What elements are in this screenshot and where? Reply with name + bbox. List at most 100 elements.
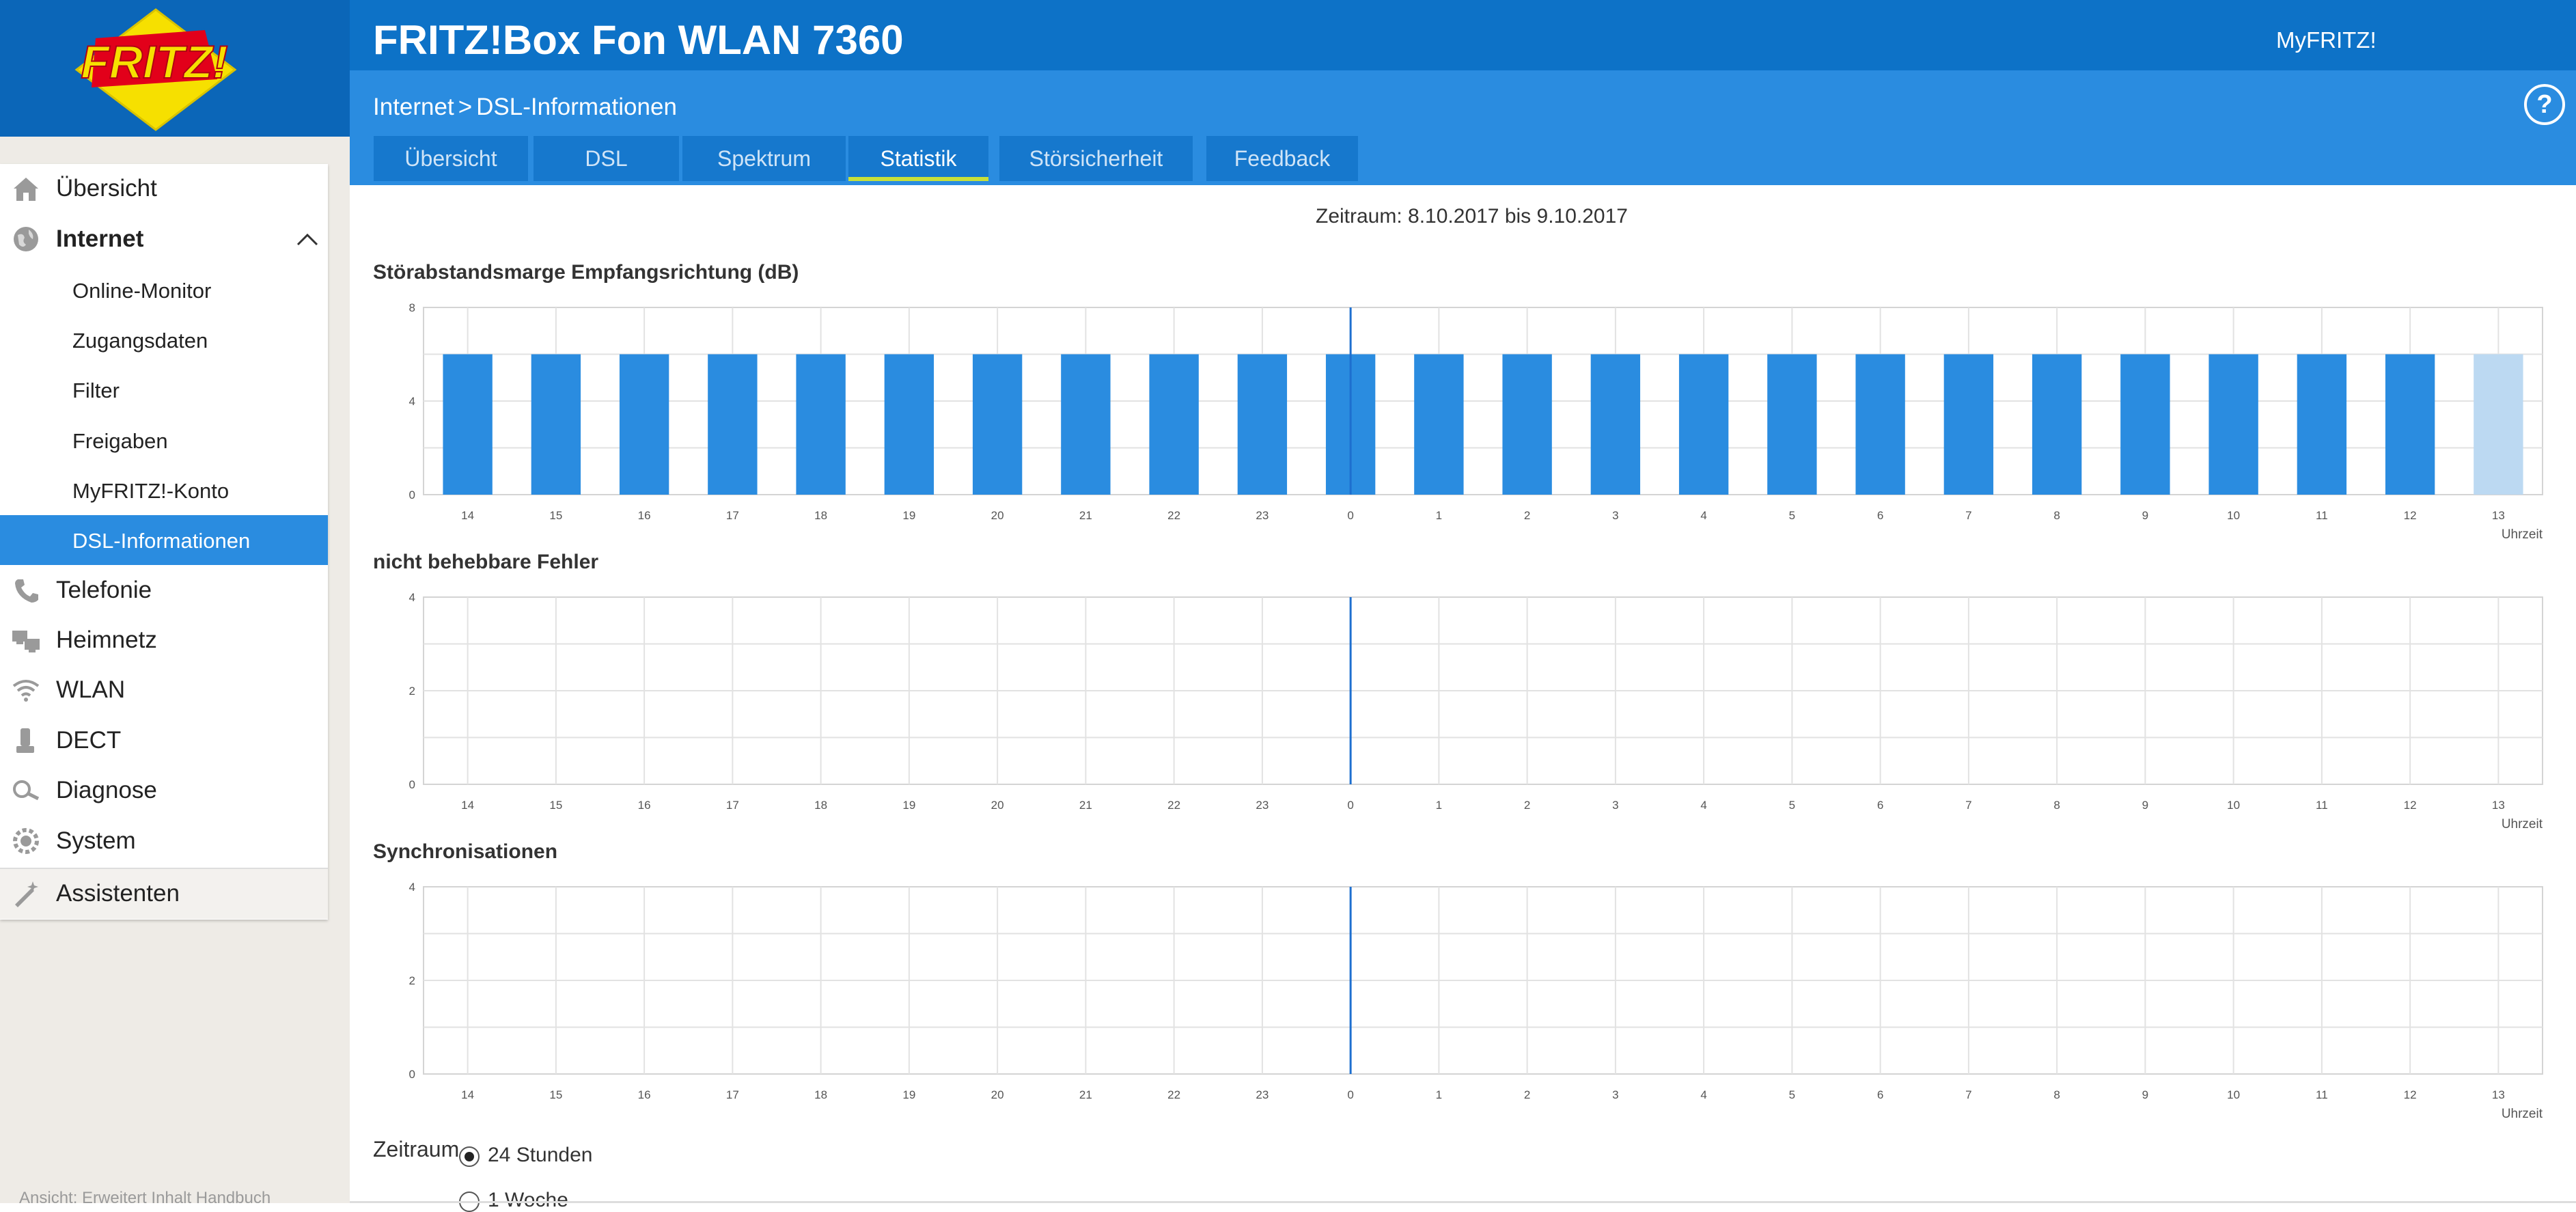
sidebar-item-dsl-informationen[interactable]: DSL-Informationen <box>0 515 328 565</box>
chart-title-errors: nicht behebbare Fehler <box>373 551 599 573</box>
myfritz-link[interactable]: MyFRITZ! <box>2276 27 2377 53</box>
x-tick-label: 8 <box>2053 799 2060 812</box>
x-tick-label: 14 <box>461 509 474 522</box>
x-tick-label: 22 <box>1167 799 1180 812</box>
x-tick-label: 7 <box>1965 1088 1971 1101</box>
zeitraum-label: Zeitraum <box>373 1137 460 1161</box>
x-tick-label: 22 <box>1167 509 1180 522</box>
sidebar-item-telefonie[interactable]: Telefonie <box>0 566 328 616</box>
sidebar-item-heimnetz[interactable]: Heimnetz <box>0 616 328 665</box>
x-axis-label: Uhrzeit <box>2502 817 2543 831</box>
sidebar-item-uebersicht[interactable]: Übersicht <box>0 164 328 214</box>
radio-label-1-woche[interactable]: 1 Woche <box>488 1189 568 1211</box>
tab-stoersicherheit[interactable]: Störsicherheit <box>999 136 1193 181</box>
tab-uebersicht[interactable]: Übersicht <box>374 136 528 181</box>
dect-phone-icon <box>16 728 34 753</box>
chart-bar[interactable] <box>1061 354 1111 495</box>
sidebar-item-label: Internet <box>56 225 144 252</box>
y-tick-label: 0 <box>409 1068 415 1081</box>
chart-bar[interactable] <box>884 354 934 495</box>
x-tick-label: 21 <box>1079 799 1092 812</box>
x-tick-label: 11 <box>2316 1088 2328 1101</box>
chart-bar[interactable] <box>1149 354 1199 495</box>
y-tick-label: 4 <box>409 591 415 604</box>
y-tick-label: 0 <box>409 778 415 791</box>
x-tick-label: 14 <box>461 799 474 812</box>
sidebar-item-label: Heimnetz <box>56 626 157 653</box>
chart-bar[interactable] <box>1943 354 1994 495</box>
sidebar-item-diagnose[interactable]: Diagnose <box>0 766 328 816</box>
radio-label-24-stunden[interactable]: 24 Stunden <box>488 1144 593 1166</box>
x-tick-label: 5 <box>1789 1088 1795 1101</box>
x-tick-label: 11 <box>2316 799 2328 812</box>
tab-dsl[interactable]: DSL <box>534 136 679 181</box>
tab-feedback[interactable]: Feedback <box>1206 136 1358 181</box>
chart-bar[interactable] <box>1767 354 1817 495</box>
chart-bar[interactable] <box>2032 354 2082 495</box>
chart-bar[interactable] <box>1855 354 1905 495</box>
sidebar-item-system[interactable]: System <box>0 816 328 866</box>
chart-bar[interactable] <box>1237 354 1288 495</box>
x-tick-label: 12 <box>2404 509 2417 522</box>
tab-spektrum[interactable]: Spektrum <box>682 136 846 181</box>
breadcrumb-internet[interactable]: Internet <box>373 94 454 120</box>
sidebar-item-zugangsdaten[interactable]: Zugangsdaten <box>0 315 328 365</box>
sidebar-item-online-monitor[interactable]: Online-Monitor <box>0 265 328 315</box>
x-tick-label: 6 <box>1877 799 1883 812</box>
x-tick-label: 15 <box>549 509 562 522</box>
x-tick-label: 7 <box>1965 509 1971 522</box>
x-tick-label: 19 <box>902 509 915 522</box>
x-tick-label: 2 <box>1524 509 1530 522</box>
x-tick-label: 13 <box>2492 1088 2505 1101</box>
sidebar-item-filter[interactable]: Filter <box>0 365 328 415</box>
y-tick-label: 4 <box>409 881 415 894</box>
y-tick-label: 2 <box>409 685 415 698</box>
tab-statistik[interactable]: Statistik <box>848 136 988 181</box>
sidebar-item-label: System <box>56 827 136 854</box>
x-tick-label: 17 <box>726 1088 739 1101</box>
x-tick-label: 5 <box>1789 509 1795 522</box>
x-tick-label: 14 <box>461 1088 474 1101</box>
x-tick-label: 15 <box>549 1088 562 1101</box>
sidebar-item-label: DSL-Informationen <box>72 529 251 553</box>
chart-bar[interactable] <box>2297 354 2347 495</box>
chart-bar[interactable] <box>1590 354 1641 495</box>
sidebar-item-assistenten[interactable]: Assistenten <box>0 868 328 919</box>
chart-bar[interactable] <box>1502 354 1552 495</box>
footer-links[interactable]: Ansicht: Erweitert Inhalt Handbuch <box>19 1189 271 1207</box>
x-tick-label: 9 <box>2142 799 2148 812</box>
bottom-border <box>350 1201 2576 1203</box>
x-tick-label: 16 <box>638 799 651 812</box>
chart-bar[interactable] <box>2120 354 2170 495</box>
chart-bar[interactable] <box>531 354 581 495</box>
x-tick-label: 5 <box>1789 799 1795 812</box>
help-button[interactable]: ? <box>2524 84 2565 125</box>
x-tick-label: 10 <box>2227 1088 2240 1101</box>
sidebar-item-wlan[interactable]: WLAN <box>0 665 328 715</box>
x-tick-label: 17 <box>726 509 739 522</box>
x-tick-label: 6 <box>1877 1088 1883 1101</box>
x-tick-label: 3 <box>1612 509 1618 522</box>
sidebar-item-myfritz-konto[interactable]: MyFRITZ!-Konto <box>0 465 328 515</box>
sidebar-item-freigaben[interactable]: Freigaben <box>0 415 328 465</box>
radio-24-stunden[interactable] <box>459 1146 480 1167</box>
sidebar-item-dect[interactable]: DECT <box>0 716 328 766</box>
chart-bar[interactable] <box>1678 354 1729 495</box>
chart-bar[interactable] <box>972 354 1023 495</box>
chart-bar[interactable] <box>2385 354 2435 495</box>
sidebar-item-internet[interactable]: Internet <box>0 215 328 264</box>
x-tick-label: 18 <box>814 799 827 812</box>
chart-bar[interactable] <box>619 354 669 495</box>
chevron-up-icon[interactable] <box>295 228 320 249</box>
fritz-logo[interactable]: FRITZ! <box>68 4 246 134</box>
sidebar-item-label: Telefonie <box>56 577 152 603</box>
x-tick-label: 3 <box>1612 1088 1618 1101</box>
chart-bar[interactable] <box>2208 354 2258 495</box>
sidebar-menu: Übersicht Internet Online-Monitor Zugang… <box>0 164 328 920</box>
chart-bar[interactable] <box>796 354 846 495</box>
chart-bar[interactable] <box>708 354 758 495</box>
chart-bar[interactable] <box>1414 354 1464 495</box>
chart-bar[interactable] <box>2474 354 2523 495</box>
chart-bar[interactable] <box>443 354 493 495</box>
